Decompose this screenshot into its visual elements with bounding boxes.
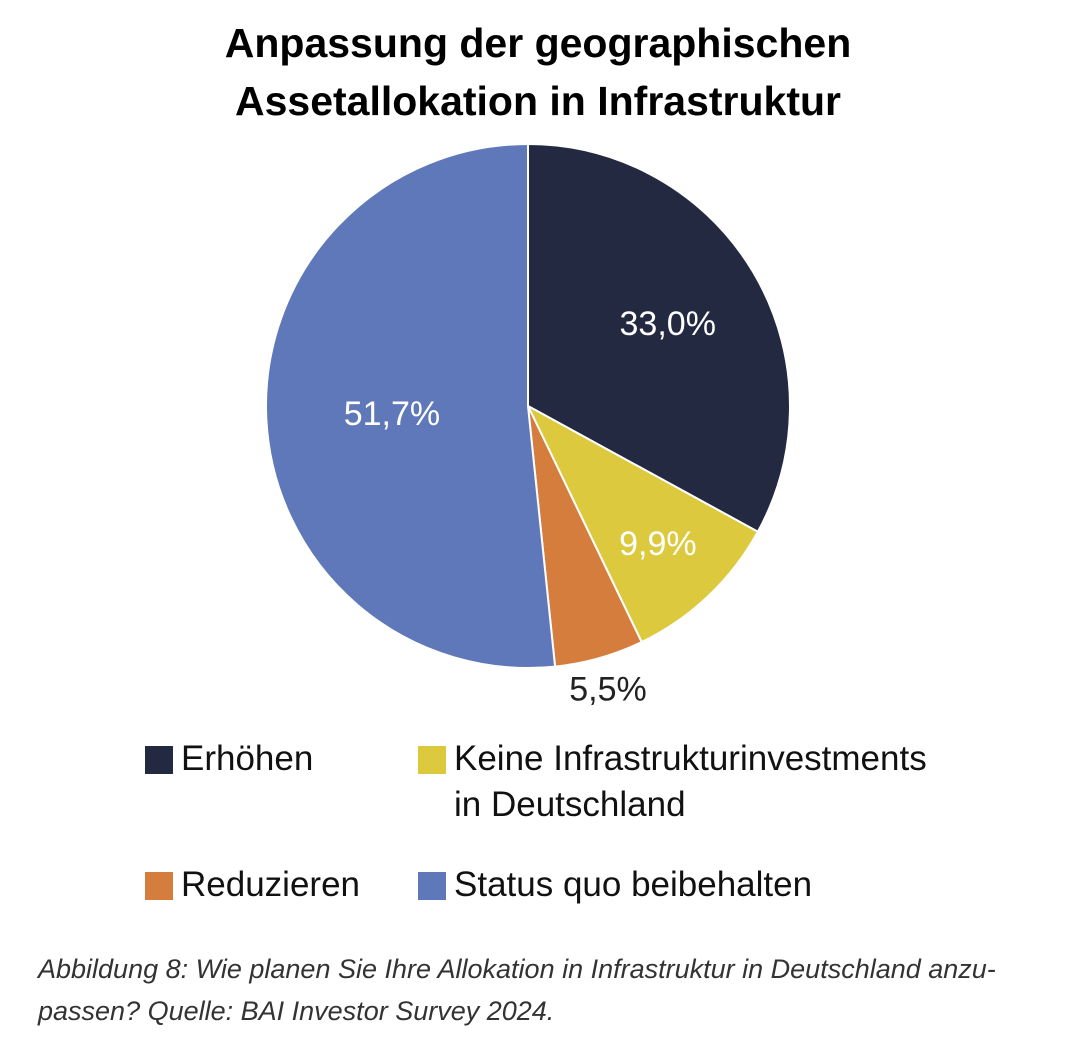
- chart-title-line-2: Assetallokation in Infrastruktur: [234, 78, 841, 124]
- pie-data-label-3: 51,7%: [344, 395, 440, 433]
- legend-label: in Deutschland: [454, 785, 686, 824]
- legend-swatch: [145, 746, 173, 774]
- pie-slice-3: [265, 142, 557, 669]
- legend-label: Reduzieren: [181, 865, 360, 904]
- pie-slice-1: [525, 403, 760, 644]
- figure-caption: Abbildung 8: Wie planen Sie Ihre Allokat…: [38, 948, 1048, 1032]
- pie-chart: 33,0% 9,9% 5,5% 51,7%: [265, 142, 791, 708]
- pie-data-label-0: 33,0%: [620, 305, 716, 343]
- legend-swatch: [418, 872, 446, 900]
- pie-slice-0: [527, 142, 791, 534]
- legend-item-keine-investments: Keine Infrastrukturinvestments in Deutsc…: [418, 736, 927, 828]
- pie-data-label-2: 5,5%: [569, 670, 647, 708]
- caption-line-2: passen? Quelle: BAI Investor Survey 2024…: [38, 996, 555, 1026]
- legend-label: Status quo beibehalten: [454, 865, 813, 904]
- legend-label: Erhöhen: [181, 739, 314, 778]
- chart-title-line-1: Anpassung der geographischen: [224, 20, 852, 66]
- legend-label: Keine Infrastrukturinvestments: [454, 739, 927, 778]
- legend-swatch: [418, 746, 446, 774]
- pie-data-label-1: 9,9%: [619, 525, 697, 563]
- legend-item-erhoehen: Erhöhen: [145, 736, 313, 782]
- legend-item-status-quo: Status quo beibehalten: [418, 862, 812, 908]
- chart-title: Anpassung der geographischen Assetalloka…: [0, 14, 1076, 130]
- legend-swatch: [145, 872, 173, 900]
- caption-line-1: Abbildung 8: Wie planen Sie Ihre Allokat…: [38, 954, 996, 984]
- legend-item-reduzieren: Reduzieren: [145, 862, 360, 908]
